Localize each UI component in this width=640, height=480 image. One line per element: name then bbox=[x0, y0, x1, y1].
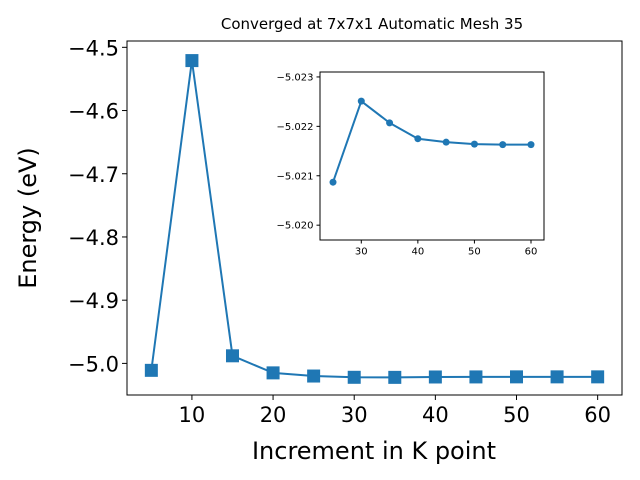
inset-background bbox=[320, 72, 544, 240]
main-plot-area: 10 20 30 40 50 60 −4.5 −4.6 −4.7 −4.8 −4.9 −5.0 bbox=[68, 36, 611, 427]
main-x-tick-label: 10 bbox=[179, 403, 206, 427]
main-x-tick-label: 30 bbox=[341, 403, 368, 427]
main-y-tick-label: −4.7 bbox=[68, 163, 119, 187]
main-data-point bbox=[185, 54, 199, 68]
inset-y-tick-label: −5.023 bbox=[276, 72, 313, 83]
inset-y-tick-label: −5.020 bbox=[276, 221, 313, 232]
main-data-point bbox=[550, 370, 564, 384]
main-data-point bbox=[388, 370, 402, 384]
inset-x-tick-label: 50 bbox=[468, 247, 481, 258]
main-y-tick-label: −4.9 bbox=[68, 289, 119, 313]
inset-x-tick-label: 60 bbox=[525, 247, 538, 258]
main-data-point bbox=[225, 349, 239, 363]
main-x-tick-label: 60 bbox=[584, 403, 611, 427]
inset-data-point bbox=[442, 138, 450, 146]
inset-series-line bbox=[332, 100, 531, 183]
inset-data-point bbox=[357, 97, 365, 105]
x-axis-label: Increment in K point bbox=[252, 437, 496, 465]
main-data-point bbox=[347, 370, 361, 384]
main-series-line bbox=[150, 59, 598, 379]
main-y-tick-label: −5.0 bbox=[68, 352, 119, 376]
inset-data-point bbox=[499, 141, 507, 149]
inset-y-tick-label: −5.022 bbox=[276, 122, 313, 133]
main-x-tick-label: 20 bbox=[260, 403, 287, 427]
inset-axes-frame bbox=[319, 71, 545, 241]
main-axes-frame bbox=[126, 40, 623, 396]
inset-data-point bbox=[470, 140, 478, 148]
main-y-tick-label: −4.6 bbox=[68, 100, 119, 124]
main-data-point bbox=[144, 363, 158, 377]
main-data-point bbox=[469, 370, 483, 384]
y-axis-label: Energy (eV) bbox=[14, 147, 42, 289]
main-data-point bbox=[428, 370, 442, 384]
main-x-tick-label: 50 bbox=[503, 403, 530, 427]
inset-y-tick-label: −5.021 bbox=[276, 171, 313, 182]
main-y-tick-label: −4.8 bbox=[68, 226, 119, 250]
inset-data-point bbox=[386, 119, 394, 127]
inset-data-point bbox=[329, 178, 337, 186]
main-data-point bbox=[307, 369, 321, 383]
inset-data-point bbox=[414, 135, 422, 143]
main-data-point bbox=[591, 370, 605, 384]
inset-x-tick-label: 30 bbox=[355, 247, 368, 258]
main-x-tick-label: 40 bbox=[422, 403, 449, 427]
inset-x-tick-label: 40 bbox=[411, 247, 424, 258]
main-data-point bbox=[266, 366, 280, 380]
inset-data-point bbox=[527, 141, 535, 149]
main-y-tick-label: −4.5 bbox=[68, 36, 119, 60]
main-data-point bbox=[510, 370, 524, 384]
chart-title: Converged at 7x7x1 Automatic Mesh 35 bbox=[221, 15, 523, 33]
inset-plot-area: 30 40 50 60 −5.023 −5.022 −5.021 −5.020 bbox=[276, 72, 537, 257]
